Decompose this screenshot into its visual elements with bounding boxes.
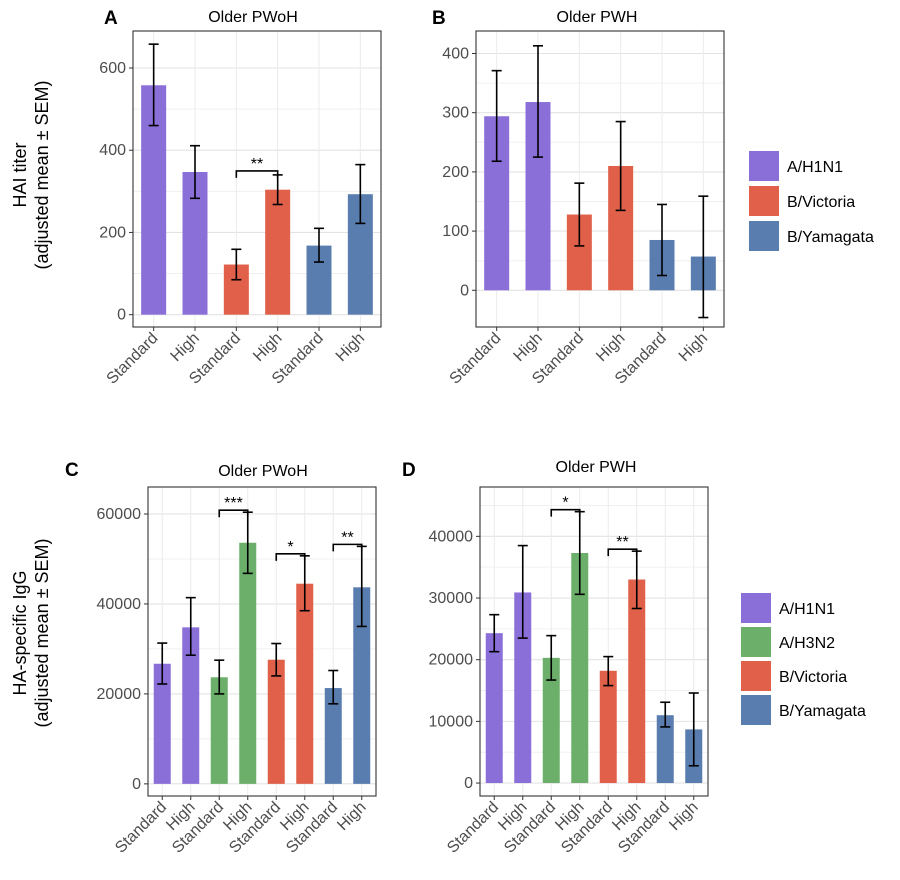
y-tick-label: 0 xyxy=(117,307,126,324)
legend-label: B/Yamagata xyxy=(779,703,866,720)
legend-swatch xyxy=(741,695,771,725)
panel-b-title: Older PWH xyxy=(557,9,638,26)
bar xyxy=(210,677,228,784)
panel-border xyxy=(479,486,709,797)
significance-bracket xyxy=(607,548,638,557)
legend-swatch xyxy=(741,661,771,691)
y-axis-title-bottom: HA-specific IgG (adjusted mean ± SEM) xyxy=(10,539,52,728)
bar xyxy=(571,552,589,784)
bar xyxy=(656,715,674,784)
legend-swatch xyxy=(749,186,779,216)
bar xyxy=(542,657,560,784)
bar xyxy=(182,627,200,784)
bar xyxy=(485,633,503,784)
bar xyxy=(353,587,371,784)
bar xyxy=(599,670,617,784)
y-tick-label: 300 xyxy=(442,105,469,122)
legend-swatch xyxy=(741,593,771,623)
x-tick-label: High xyxy=(511,330,546,365)
significance-label: * xyxy=(287,539,293,556)
significance-label: ** xyxy=(616,534,628,551)
legend-label: A/H1N1 xyxy=(779,601,835,618)
legend-label: A/H3N2 xyxy=(779,635,835,652)
bar xyxy=(514,592,532,784)
bar xyxy=(628,579,646,784)
panel-border xyxy=(475,30,725,328)
panel-letter-b: B xyxy=(432,8,446,29)
y-tick-label: 0 xyxy=(464,775,473,792)
panel-c: C Older PWoH 0200004000060000******Stand… xyxy=(65,460,377,857)
y-tick-label: 10000 xyxy=(429,713,474,730)
legend-swatch xyxy=(749,151,779,181)
bar xyxy=(153,663,171,784)
bar xyxy=(296,583,314,784)
x-tick-label: Standard xyxy=(444,799,502,857)
y-axis-title-bottom-line2: (adjusted mean ± SEM) xyxy=(32,539,52,728)
significance-bracket xyxy=(550,508,581,517)
panel-letter-d: D xyxy=(402,460,416,481)
significance-bracket xyxy=(332,543,363,552)
x-tick-label: High xyxy=(333,330,368,365)
significance-label: * xyxy=(562,495,568,512)
y-tick-label: 40000 xyxy=(429,528,474,545)
panel-d-title: Older PWH xyxy=(556,459,637,476)
bar xyxy=(324,688,342,784)
panel-d: D Older PWH 010000200003000040000***Stan… xyxy=(402,459,709,857)
legend-top: A/H1N1 B/Victoria B/Yamagata xyxy=(749,151,874,251)
bar xyxy=(267,659,285,784)
x-tick-label: High xyxy=(666,799,701,834)
panel-border xyxy=(147,486,377,797)
y-tick-label: 0 xyxy=(132,776,141,793)
y-tick-label: 400 xyxy=(99,142,126,159)
y-tick-label: 20000 xyxy=(429,652,474,669)
x-tick-label: High xyxy=(250,330,285,365)
significance-label: ** xyxy=(341,529,353,546)
panel-a-title: Older PWoH xyxy=(208,9,298,26)
x-tick-label: High xyxy=(334,799,369,834)
legend-label: B/Victoria xyxy=(787,194,855,211)
panel-letter-a: A xyxy=(104,8,118,29)
x-tick-label: Standard xyxy=(447,330,505,388)
y-axis-title-top: HAI titer (adjusted mean ± SEM) xyxy=(10,81,52,270)
y-tick-label: 60000 xyxy=(97,506,142,523)
y-tick-label: 0 xyxy=(460,282,469,299)
x-tick-label: High xyxy=(168,330,203,365)
y-axis-title-bottom-line1: HA-specific IgG xyxy=(10,570,30,695)
legend-label: A/H1N1 xyxy=(787,159,843,176)
significance-label: ** xyxy=(251,156,263,173)
significance-bracket xyxy=(235,170,279,178)
y-axis-title-top-line1: HAI titer xyxy=(10,142,30,207)
y-tick-label: 20000 xyxy=(97,686,142,703)
legend-label: B/Yamagata xyxy=(787,229,874,246)
legend-swatch xyxy=(741,627,771,657)
y-tick-label: 40000 xyxy=(97,596,142,613)
x-tick-label: High xyxy=(676,330,711,365)
significance-bracket xyxy=(275,553,306,561)
panel-c-title: Older PWoH xyxy=(218,463,308,480)
panel-letter-c: C xyxy=(65,460,79,481)
y-axis-title-top-line2: (adjusted mean ± SEM) xyxy=(32,81,52,270)
x-tick-label: Standard xyxy=(104,330,162,388)
legend-bottom: A/H1N1 A/H3N2 B/Victoria B/Yamagata xyxy=(741,593,866,725)
y-tick-label: 400 xyxy=(442,45,469,62)
y-tick-label: 30000 xyxy=(429,590,474,607)
y-tick-label: 200 xyxy=(442,164,469,181)
x-tick-label: Standard xyxy=(112,799,170,857)
y-tick-label: 200 xyxy=(99,224,126,241)
significance-label: *** xyxy=(224,495,243,512)
bar xyxy=(239,542,257,784)
y-tick-label: 100 xyxy=(442,223,469,240)
y-tick-label: 600 xyxy=(99,60,126,77)
bar xyxy=(265,189,291,315)
legend-label: B/Victoria xyxy=(779,669,847,686)
panel-border xyxy=(132,30,382,328)
significance-bracket xyxy=(218,509,249,518)
x-tick-label: High xyxy=(593,330,628,365)
legend-swatch xyxy=(749,221,779,251)
